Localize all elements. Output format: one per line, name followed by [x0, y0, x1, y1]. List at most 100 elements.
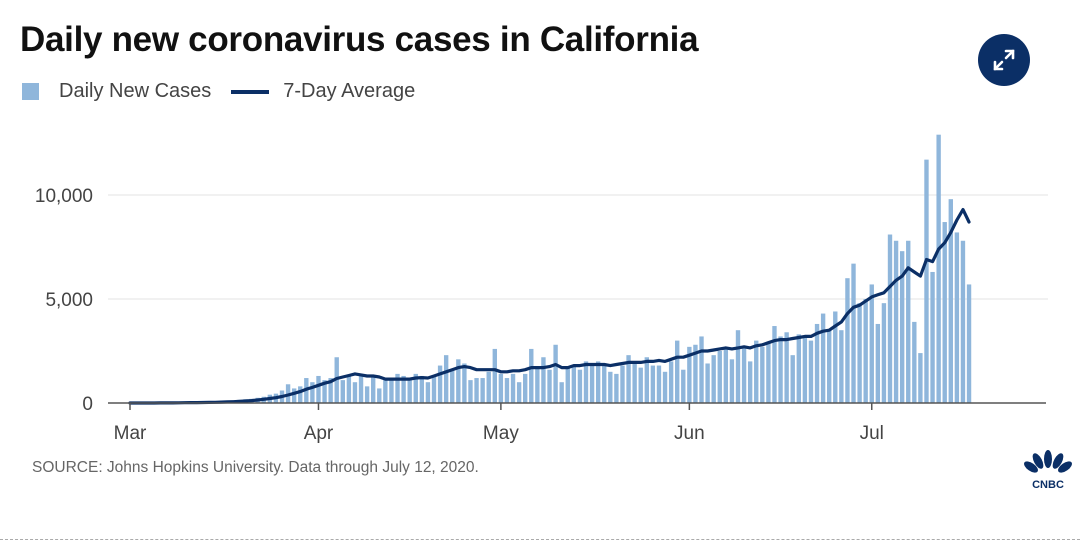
- bar: [772, 326, 777, 403]
- bar: [723, 348, 729, 403]
- y-tick-label: 0: [82, 394, 93, 415]
- bar: [589, 363, 595, 403]
- y-tick-label: 10,000: [35, 186, 93, 207]
- bar: [833, 311, 838, 403]
- bar: [942, 222, 947, 403]
- bar: [668, 361, 674, 403]
- legend-bars-label: Daily New Cases: [59, 80, 212, 102]
- bar: [857, 303, 862, 403]
- bar: [316, 375, 321, 403]
- bar: [358, 373, 364, 403]
- bar: [656, 365, 662, 403]
- logo-text: CNBC: [1032, 479, 1064, 490]
- bar: [906, 240, 911, 403]
- bar: [936, 134, 941, 403]
- legend-bar-swatch: [22, 83, 39, 100]
- bar: [431, 375, 437, 403]
- bar: [541, 357, 546, 403]
- bar: [662, 371, 668, 403]
- bar: [790, 355, 795, 403]
- bar: [529, 348, 534, 403]
- bar: [681, 369, 686, 403]
- bar: [322, 380, 327, 403]
- bar: [638, 367, 643, 403]
- bar: [516, 382, 522, 403]
- bar: [559, 382, 564, 403]
- bar: [717, 351, 722, 403]
- bar: [474, 378, 479, 403]
- bar: [802, 336, 808, 403]
- bar: [577, 369, 583, 403]
- bar: [881, 303, 887, 403]
- bar: [693, 344, 698, 403]
- expand-arrows-icon: [993, 49, 1015, 71]
- bar: [504, 378, 510, 403]
- bar: [912, 321, 917, 403]
- bar: [298, 386, 303, 403]
- bar: [924, 159, 929, 403]
- bar: [498, 373, 504, 403]
- bar: [954, 232, 960, 403]
- legend: Daily New Cases 7-Day Average: [22, 80, 415, 103]
- bar: [851, 263, 856, 403]
- expand-button[interactable]: [978, 34, 1030, 86]
- bar: [899, 251, 905, 403]
- bar: [352, 382, 358, 403]
- bar: [650, 365, 656, 403]
- bar: [425, 382, 431, 403]
- bar: [310, 382, 315, 403]
- bar: [462, 363, 467, 403]
- bar: [796, 334, 801, 403]
- bar: [565, 367, 570, 403]
- bar: [808, 340, 814, 403]
- x-tick-label: Jun: [674, 423, 705, 444]
- bar: [754, 340, 759, 403]
- bar: [437, 365, 443, 403]
- bar: [675, 340, 680, 403]
- bar: [443, 355, 449, 403]
- bar: [711, 355, 716, 403]
- bar: [930, 271, 935, 403]
- bar: [839, 330, 844, 403]
- bar: [480, 378, 485, 403]
- bar: [413, 373, 418, 403]
- bar: [863, 299, 868, 403]
- bar: [608, 371, 613, 403]
- bar: [893, 240, 899, 403]
- bar: [620, 365, 625, 403]
- bar: [291, 388, 297, 403]
- bar: [966, 284, 972, 403]
- bar: [887, 234, 893, 403]
- bar: [523, 373, 528, 403]
- bar: [553, 344, 558, 403]
- chart-title: Daily new coronavirus cases in Californi…: [20, 20, 699, 59]
- legend-line-swatch: [231, 89, 270, 94]
- bar: [419, 375, 425, 403]
- bar: [814, 323, 820, 403]
- bar: [827, 330, 832, 403]
- bar: [535, 367, 540, 403]
- chart-plot: 0 5,000 10,000 Mar Apr May Jun Jul: [35, 134, 1048, 444]
- bar: [729, 359, 735, 403]
- bar: [918, 353, 923, 403]
- bar: [371, 375, 376, 403]
- bar: [377, 388, 382, 403]
- bar: [820, 313, 826, 403]
- bar: [395, 373, 400, 403]
- bar: [766, 342, 771, 403]
- x-tick-label: Jul: [860, 423, 884, 444]
- bar: [346, 375, 352, 403]
- bar: [583, 361, 589, 403]
- bar: [328, 378, 333, 403]
- bar: [492, 348, 497, 403]
- x-tick-label: Mar: [114, 423, 147, 444]
- bar: [486, 371, 491, 403]
- bar: [784, 332, 789, 403]
- bar: [383, 380, 388, 403]
- bar: [595, 361, 601, 403]
- bar: [468, 380, 473, 403]
- bar: [450, 369, 455, 403]
- bar: [456, 359, 461, 403]
- bottom-divider: [0, 539, 1080, 540]
- bar: [960, 240, 966, 403]
